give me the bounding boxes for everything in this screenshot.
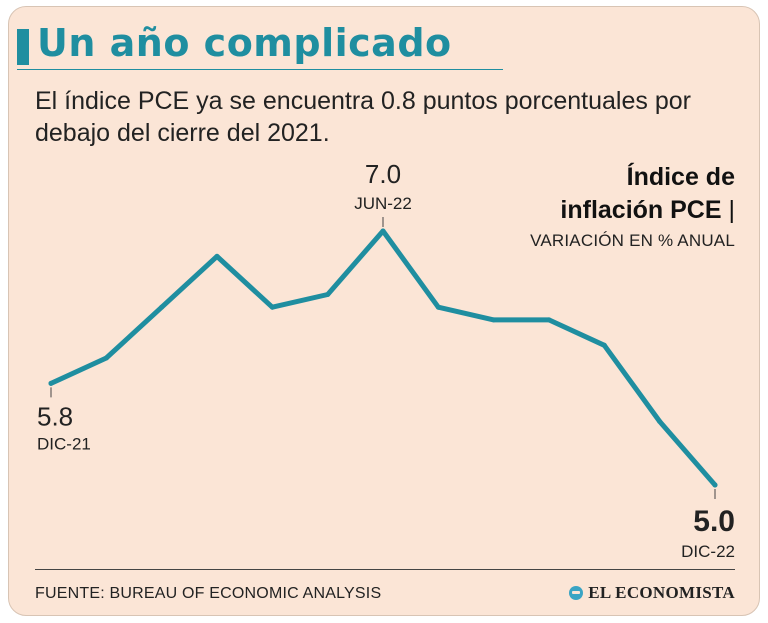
data-point xyxy=(491,317,497,323)
legend-unit: VARIACIÓN EN % ANUAL xyxy=(530,231,735,250)
data-point xyxy=(48,380,54,386)
chart-subtitle: El índice PCE ya se encuentra 0.8 puntos… xyxy=(35,87,691,147)
chart-legend: Índice de inflación PCE | VARIACIÓN EN %… xyxy=(530,161,735,251)
brand-name: EL ECONOMISTA xyxy=(588,583,735,602)
data-point xyxy=(325,292,331,297)
annotation-value: 5.0 xyxy=(693,505,735,538)
annotation-value: 7.0 xyxy=(365,159,401,189)
page-title: Un año complicado xyxy=(37,21,452,65)
data-point xyxy=(269,304,275,310)
data-point xyxy=(546,317,552,323)
footer-divider xyxy=(35,569,735,570)
title-divider xyxy=(17,69,503,70)
data-point xyxy=(601,342,607,348)
legend-title-text: inflación PCE xyxy=(560,196,722,224)
data-point xyxy=(159,304,165,310)
data-point xyxy=(712,482,718,488)
chart-card: Un año complicado El índice PCE ya se en… xyxy=(8,6,760,616)
title-accent-bar xyxy=(17,29,29,65)
data-point xyxy=(214,253,220,259)
brand-logo: EL ECONOMISTA xyxy=(569,583,735,603)
brand-icon xyxy=(569,586,584,600)
annotation-label: DIC-22 xyxy=(681,542,735,561)
annotation-label: DIC-21 xyxy=(37,434,91,453)
series-line xyxy=(48,228,718,488)
source-note: FUENTE: BUREAU OF ECONOMIC ANALYSIS xyxy=(35,585,382,602)
data-point xyxy=(435,304,441,310)
data-point xyxy=(657,419,663,424)
legend-title-line2: inflación PCE | xyxy=(530,194,735,227)
legend-separator: | xyxy=(728,196,736,224)
line-chart: 5.8 DIC-21 7.0 JUN-22 5.0 DIC-22 xyxy=(37,159,735,561)
annotation-label: JUN-22 xyxy=(354,194,412,213)
data-point xyxy=(103,355,109,361)
legend-title-line1: Índice de xyxy=(626,163,735,191)
annotation-value: 5.8 xyxy=(37,401,73,431)
data-point xyxy=(380,228,386,234)
